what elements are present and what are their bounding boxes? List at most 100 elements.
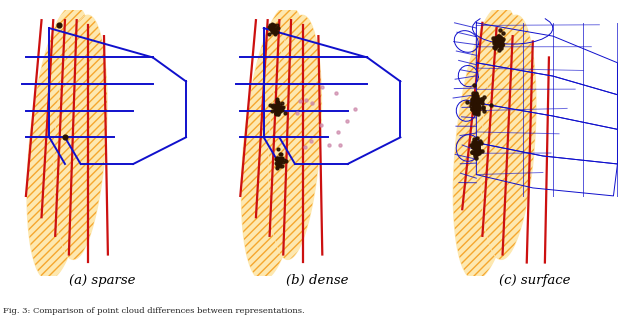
- Point: [472, 146, 483, 151]
- Point: [269, 22, 279, 27]
- Point: [273, 100, 284, 105]
- Point: [479, 94, 489, 100]
- Point: [273, 104, 284, 109]
- Point: [275, 161, 285, 166]
- Point: [470, 111, 481, 116]
- Point: [479, 109, 489, 114]
- Point: [467, 97, 477, 102]
- Point: [472, 149, 483, 154]
- Point: [467, 149, 477, 154]
- Point: [268, 102, 278, 107]
- Point: [267, 21, 277, 26]
- Point: [268, 105, 278, 110]
- Point: [295, 98, 305, 103]
- Point: [495, 37, 505, 42]
- Point: [495, 45, 505, 50]
- Point: [470, 100, 480, 105]
- Point: [468, 91, 478, 96]
- Point: [470, 98, 481, 103]
- Polygon shape: [453, 5, 524, 280]
- Point: [470, 140, 481, 145]
- Point: [472, 98, 482, 103]
- Point: [468, 143, 478, 148]
- Point: [467, 145, 477, 150]
- Point: [276, 157, 286, 162]
- Point: [468, 144, 478, 149]
- Point: [471, 146, 481, 152]
- Point: [472, 145, 483, 150]
- Point: [468, 100, 478, 105]
- Point: [270, 26, 280, 31]
- Point: [324, 143, 335, 148]
- Point: [274, 162, 284, 167]
- Point: [472, 145, 483, 150]
- Point: [275, 102, 285, 107]
- Point: [271, 104, 281, 109]
- Point: [472, 146, 482, 151]
- Point: [276, 155, 286, 160]
- Point: [472, 145, 482, 150]
- Point: [274, 160, 284, 165]
- Point: [272, 165, 282, 170]
- Point: [474, 105, 484, 110]
- Point: [473, 145, 483, 150]
- Point: [272, 23, 282, 28]
- Point: [472, 146, 482, 151]
- Point: [268, 28, 278, 33]
- Point: [275, 162, 285, 167]
- Point: [470, 91, 481, 96]
- Point: [468, 142, 479, 147]
- Point: [467, 97, 477, 102]
- Point: [472, 101, 482, 106]
- Point: [472, 94, 482, 99]
- Point: [317, 84, 328, 89]
- Point: [468, 142, 479, 147]
- Point: [273, 99, 283, 104]
- Point: [264, 31, 275, 36]
- Point: [471, 150, 481, 155]
- Point: [60, 135, 70, 140]
- Point: [268, 23, 278, 28]
- Point: [472, 146, 483, 152]
- Point: [301, 97, 311, 102]
- Point: [272, 25, 282, 30]
- Point: [272, 158, 282, 163]
- Point: [271, 97, 282, 102]
- Point: [472, 105, 483, 110]
- Point: [471, 102, 481, 107]
- Point: [473, 111, 483, 116]
- Point: [472, 142, 483, 147]
- Point: [275, 158, 285, 164]
- Point: [470, 151, 481, 156]
- Point: [272, 161, 282, 166]
- Point: [492, 35, 502, 40]
- Point: [471, 141, 481, 146]
- Point: [470, 153, 480, 158]
- Point: [470, 146, 481, 151]
- Point: [472, 149, 483, 154]
- Point: [468, 102, 478, 107]
- Point: [470, 100, 481, 106]
- Point: [276, 108, 287, 113]
- Point: [472, 152, 482, 157]
- Point: [491, 44, 501, 49]
- Point: [268, 25, 278, 30]
- Point: [275, 158, 285, 164]
- Text: (b) dense: (b) dense: [285, 274, 348, 287]
- Point: [470, 149, 480, 154]
- Point: [470, 144, 481, 149]
- Point: [497, 42, 507, 47]
- Point: [494, 42, 504, 47]
- Point: [468, 144, 478, 149]
- Point: [493, 34, 504, 39]
- Point: [274, 160, 284, 165]
- Point: [276, 163, 287, 168]
- Point: [472, 108, 482, 113]
- Point: [468, 100, 478, 106]
- Point: [469, 102, 479, 107]
- Point: [272, 30, 282, 35]
- Point: [472, 151, 482, 156]
- Point: [277, 155, 287, 160]
- Point: [266, 24, 276, 29]
- Point: [276, 158, 287, 163]
